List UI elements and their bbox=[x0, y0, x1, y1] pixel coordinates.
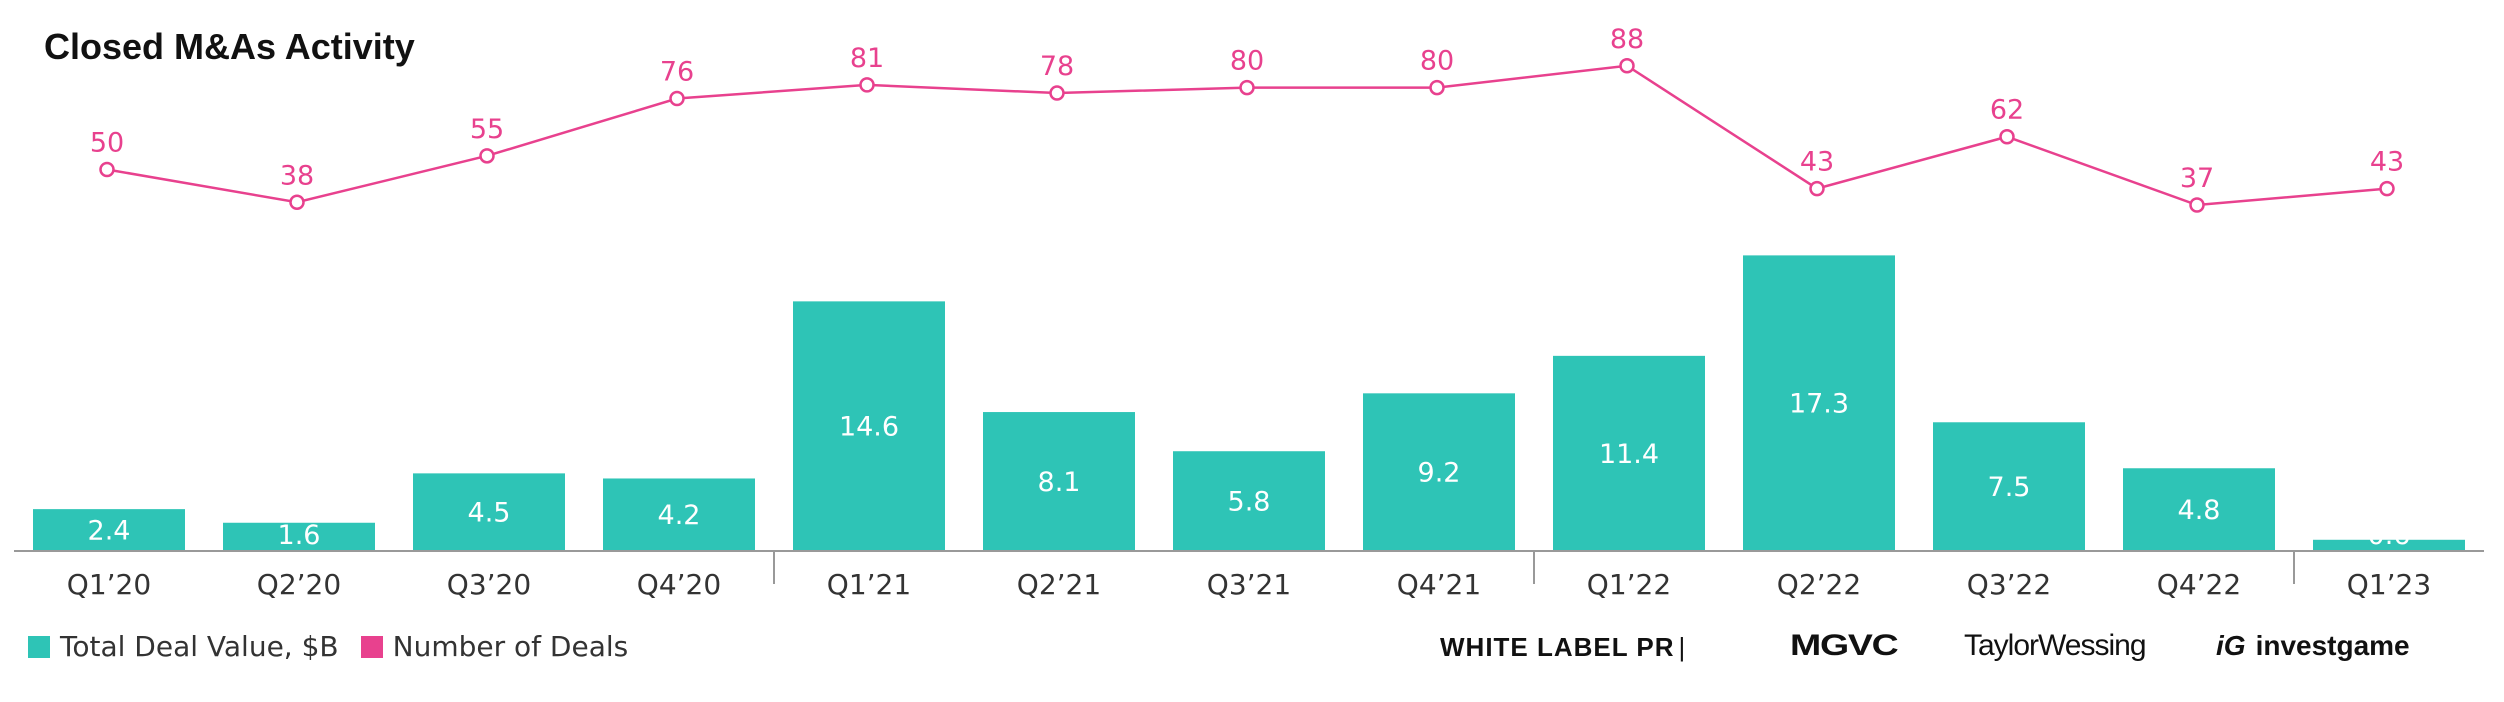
deals-point-13 bbox=[2379, 180, 2395, 197]
x-tick-label: Q1’23 bbox=[2347, 568, 2431, 601]
bar-value-label: 4.2 bbox=[658, 500, 701, 531]
deals-value-label: 37 bbox=[2180, 163, 2214, 194]
x-tick-label: Q4’21 bbox=[1397, 568, 1481, 601]
x-tick-label: Q2’21 bbox=[1017, 568, 1101, 601]
bar-3 bbox=[413, 473, 565, 550]
deals-point-12 bbox=[2189, 197, 2205, 213]
deals-value-label: 62 bbox=[1990, 95, 2024, 126]
legend: Total Deal Value, $B Number of Deals bbox=[28, 630, 650, 663]
x-tick-label: Q3’21 bbox=[1207, 568, 1291, 601]
bar-6 bbox=[983, 412, 1135, 550]
legend-label-deal-value: Total Deal Value, $B bbox=[60, 630, 339, 663]
bar-value-label: 0.6 bbox=[2368, 520, 2411, 551]
logo-white-label-pr: WHITE LABEL PR | bbox=[1440, 632, 1687, 662]
x-tick-label: Q3’20 bbox=[447, 568, 531, 601]
logo-investgame-text: investgame bbox=[2255, 630, 2410, 661]
deals-point-4 bbox=[669, 90, 685, 107]
bar-value-label: 17.3 bbox=[1789, 389, 1849, 420]
bar-value-label: 5.8 bbox=[1228, 487, 1271, 518]
deals-point-2 bbox=[289, 194, 305, 211]
deals-value-label: 55 bbox=[470, 114, 504, 145]
deals-value-label: 76 bbox=[660, 57, 694, 88]
investgame-mark: iG bbox=[2216, 630, 2246, 661]
x-tick-label: Q1’22 bbox=[1587, 568, 1671, 601]
deals-point-5 bbox=[859, 77, 875, 93]
legend-swatch-deal-value bbox=[28, 635, 50, 658]
bar-5 bbox=[793, 301, 945, 550]
logo-investgame: iG investgame bbox=[2216, 630, 2410, 662]
chart-title: Closed M&As Activity bbox=[44, 26, 415, 67]
bar-value-label: 9.2 bbox=[1418, 458, 1461, 489]
legend-label-number-of-deals: Number of Deals bbox=[392, 630, 629, 663]
x-tick-label: Q2’22 bbox=[1777, 568, 1861, 601]
x-tick-label: Q3’22 bbox=[1967, 568, 2051, 601]
bar-1 bbox=[33, 509, 185, 550]
bar-8 bbox=[1363, 393, 1515, 550]
legend-item-number-of-deals: Number of Deals bbox=[360, 630, 629, 663]
deals-point-6 bbox=[1049, 85, 1065, 101]
bar-value-label: 7.5 bbox=[1988, 472, 2031, 503]
deals-value-label: 43 bbox=[2370, 147, 2404, 178]
deals-value-label: 80 bbox=[1420, 46, 1454, 77]
bar-11 bbox=[1933, 422, 2085, 550]
bar-value-label: 11.4 bbox=[1599, 439, 1659, 470]
x-tick-label: Q2’20 bbox=[257, 568, 341, 601]
bar-value-label: 4.8 bbox=[2178, 495, 2221, 526]
bar-value-label: 4.5 bbox=[468, 498, 511, 529]
deals-value-label: 38 bbox=[280, 160, 314, 191]
legend-item-deal-value: Total Deal Value, $B bbox=[28, 630, 339, 663]
deals-value-label: 78 bbox=[1040, 51, 1074, 82]
deals-point-7 bbox=[1239, 79, 1255, 96]
logo-mgvc: MGVC bbox=[1790, 629, 1899, 662]
deals-value-label: 50 bbox=[90, 128, 124, 159]
bar-13 bbox=[2313, 539, 2465, 550]
x-tick-label: Q1’20 bbox=[67, 568, 151, 601]
bar-value-label: 14.6 bbox=[839, 412, 899, 443]
logo-white-label-pr-text: WHITE LABEL PR bbox=[1440, 632, 1675, 662]
bar-12 bbox=[2123, 468, 2275, 550]
deals-point-3 bbox=[479, 148, 495, 164]
deals-value-label: 80 bbox=[1230, 46, 1264, 77]
bar-4 bbox=[603, 478, 755, 550]
x-tick-label: Q4’22 bbox=[2157, 568, 2241, 601]
bar-2 bbox=[223, 522, 375, 550]
deals-value-label: 88 bbox=[1610, 24, 1644, 55]
bar-9 bbox=[1553, 355, 1705, 550]
deals-point-11 bbox=[1999, 128, 2015, 145]
logo-taylor-wessing: TaylorWessing bbox=[1964, 629, 2147, 662]
deals-point-8 bbox=[1429, 79, 1445, 96]
bar-7 bbox=[1173, 451, 1325, 550]
legend-swatch-number-of-deals bbox=[360, 635, 383, 658]
bar-value-label: 2.4 bbox=[88, 516, 131, 547]
deals-point-9 bbox=[1619, 58, 1635, 74]
deals-point-10 bbox=[1809, 180, 1825, 197]
x-tick-label: Q4’20 bbox=[637, 568, 721, 601]
bar-10 bbox=[1743, 255, 1895, 551]
deals-value-label: 81 bbox=[850, 43, 884, 74]
bar-value-label: 8.1 bbox=[1038, 467, 1081, 498]
deals-point-1 bbox=[99, 161, 115, 178]
partner-logos: WHITE LABEL PR | MGVC TaylorWessing iG inv… bbox=[1440, 626, 2470, 666]
deals-value-label: 43 bbox=[1800, 147, 1834, 178]
x-tick-label: Q1’21 bbox=[827, 568, 911, 601]
bar-value-label: 1.6 bbox=[278, 520, 321, 551]
